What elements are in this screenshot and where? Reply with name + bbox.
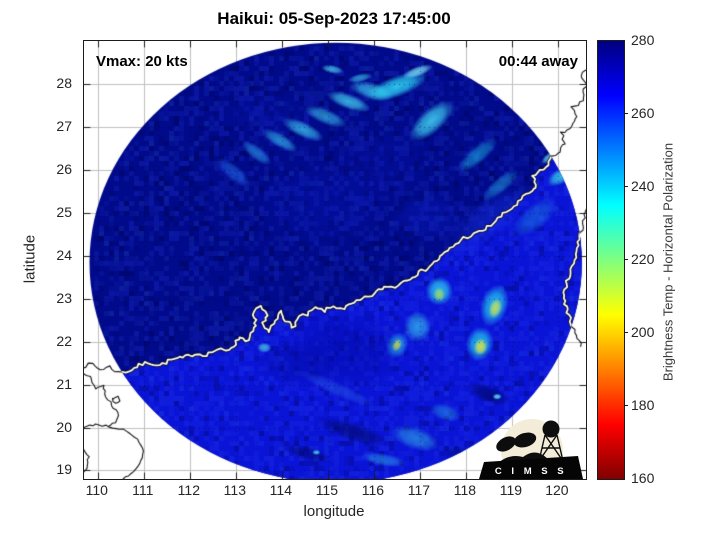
colorbar-tick-mark xyxy=(624,113,628,114)
x-tick-label: 119 xyxy=(499,482,523,498)
map-plot-area: Vmax: 20 kts 00:44 away C I M S S xyxy=(83,40,587,480)
plot-title: Haikui: 05-Sep-2023 17:45:00 xyxy=(217,9,451,28)
logo-banner-text: C I M S S xyxy=(495,466,567,477)
time-away-annotation: 00:44 away xyxy=(498,53,578,70)
y-tick-label: 26 xyxy=(56,161,72,178)
colorbar-tick-label: 160 xyxy=(631,470,655,486)
colorbar-tick-label: 180 xyxy=(631,397,655,413)
y-tick-label: 20 xyxy=(56,418,72,435)
x-tick-label: 112 xyxy=(177,482,200,498)
cimss-logo: C I M S S xyxy=(479,419,583,479)
vmax-annotation: Vmax: 20 kts xyxy=(96,53,188,70)
x-tick-label: 120 xyxy=(545,482,569,498)
x-axis-tick-labels: 110 111 112 113 114 115 116 117 118 119 120 xyxy=(83,482,585,500)
y-tick-label: 22 xyxy=(56,332,72,349)
colorbar-tick-label: 260 xyxy=(631,105,655,121)
colorbar xyxy=(597,40,625,480)
x-tick-label: 113 xyxy=(223,482,246,498)
logo-banner xyxy=(479,456,583,479)
x-tick-label: 118 xyxy=(453,482,477,498)
y-tick-label: 24 xyxy=(56,246,72,263)
x-tick-label: 116 xyxy=(361,482,385,498)
y-tick-label: 21 xyxy=(56,375,72,392)
colorbar-label: Brightness Temp - Horizontal Polarizatio… xyxy=(660,142,676,382)
colorbar-tick-mark xyxy=(624,332,628,333)
y-tick-label: 23 xyxy=(56,289,72,306)
water-tower-tank-icon xyxy=(542,420,560,438)
colorbar-tick-labels: 160 180 200 220 240 260 280 xyxy=(631,32,665,486)
satellite-dish-icon xyxy=(513,432,537,448)
y-tick-label: 19 xyxy=(56,461,72,478)
y-axis-tick-labels: 19 20 21 22 23 24 25 26 27 28 xyxy=(40,40,78,478)
x-tick-label: 115 xyxy=(315,482,339,498)
colorbar-tick-label: 280 xyxy=(631,32,655,48)
satellite-dish-icon xyxy=(496,436,516,452)
x-tick-label: 111 xyxy=(132,482,154,498)
x-tick-label: 114 xyxy=(269,482,292,498)
satellite-swath-canvas xyxy=(84,41,586,479)
colorbar-tick-mark xyxy=(624,186,628,187)
y-tick-label: 27 xyxy=(56,118,72,135)
x-tick-label: 110 xyxy=(85,482,108,498)
x-tick-label: 117 xyxy=(407,482,431,498)
colorbar-tick-label: 240 xyxy=(631,178,655,194)
y-tick-label: 25 xyxy=(56,204,72,221)
colorbar-tick-label: 220 xyxy=(631,251,655,267)
colorbar-tick-mark xyxy=(624,405,628,406)
y-tick-label: 28 xyxy=(56,75,72,92)
colorbar-tick-label: 200 xyxy=(631,324,655,340)
y-axis-label: latitude xyxy=(21,234,39,284)
colorbar-tick-mark xyxy=(624,259,628,260)
x-axis-label: longitude xyxy=(303,503,365,520)
